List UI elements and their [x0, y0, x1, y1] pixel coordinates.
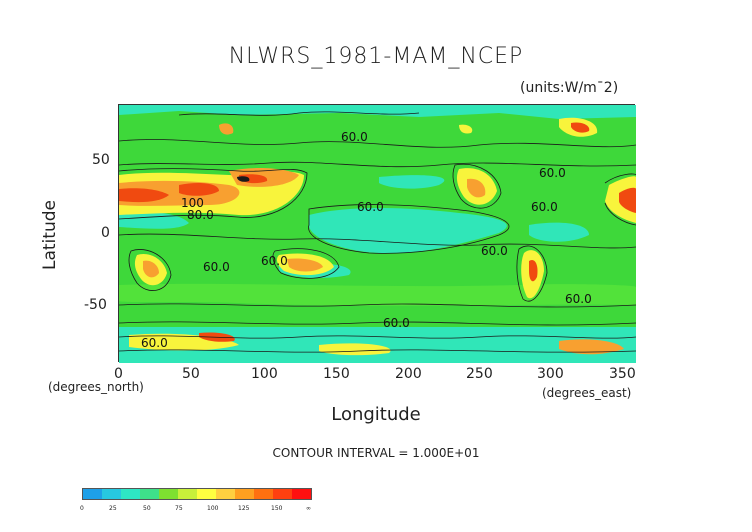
contour-interval-note: CONTOUR INTERVAL = 1.000E+01 — [272, 446, 480, 460]
x-tick: 50 — [182, 366, 200, 382]
mid-green-regions — [119, 283, 636, 306]
colorbar-tick: 125 — [238, 505, 250, 512]
y-tick: 0 — [101, 225, 110, 241]
cyan-regions — [119, 105, 636, 363]
x-tick: 100 — [251, 366, 278, 382]
contour-label: 80.0 — [187, 208, 214, 222]
colorbar-segment — [140, 489, 159, 499]
contour-label: 60.0 — [341, 130, 368, 144]
colorbar-tick: 50 — [143, 505, 151, 512]
colorbar-tick: 25 — [109, 505, 117, 512]
x-tick: 200 — [395, 366, 422, 382]
colorbar-segment — [83, 489, 102, 499]
colorbar — [82, 488, 312, 500]
colorbar-segment — [273, 489, 292, 499]
warm-regions — [119, 117, 636, 356]
x-unit-label: (degrees_east) — [542, 386, 632, 400]
colorbar-tick: 0 — [80, 505, 84, 512]
x-tick: 250 — [466, 366, 493, 382]
x-tick: 0 — [114, 366, 123, 382]
colorbar-segment — [102, 489, 121, 499]
colorbar-segment — [254, 489, 273, 499]
contour-label: 60.0 — [531, 200, 558, 214]
contour-label: 60.0 — [565, 292, 592, 306]
contour-lines — [118, 111, 637, 353]
colorbar-segment — [197, 489, 216, 499]
contour-label: 100 — [181, 196, 204, 210]
contour-label: 60.0 — [357, 200, 384, 214]
colorbar-segment — [159, 489, 178, 499]
y-unit-label: (degrees_north) — [48, 380, 144, 394]
colorbar-segment — [216, 489, 235, 499]
colorbar-tick: 100 — [207, 505, 219, 512]
x-tick: 150 — [323, 366, 350, 382]
y-axis-label: Latitude — [40, 200, 60, 270]
contour-label: 60.0 — [261, 254, 288, 268]
contour-label: 60.0 — [141, 336, 168, 350]
contour-field: 60.0 60.0 60.0 60.0 60.0 60.0 60.0 60.0 … — [118, 105, 637, 363]
map-plot: 60.0 60.0 60.0 60.0 60.0 60.0 60.0 60.0 … — [118, 104, 637, 363]
y-tick: -50 — [84, 297, 107, 313]
colorbar-segment — [178, 489, 197, 499]
colorbar-segment — [235, 489, 254, 499]
contour-label: 60.0 — [539, 166, 566, 180]
contour-label: 60.0 — [481, 244, 508, 258]
contour-label: 60.0 — [383, 316, 410, 330]
contour-label: 60.0 — [203, 260, 230, 274]
units-label: (units:W/m¯2) — [520, 80, 619, 96]
dark-contour-cluster — [237, 176, 250, 182]
colorbar-tick: 150 — [271, 505, 283, 512]
x-tick: 350 — [609, 366, 636, 382]
y-tick: 50 — [92, 152, 110, 168]
x-tick: 300 — [537, 366, 564, 382]
map-title: NLWRS_1981-MAM_NCEP — [228, 44, 524, 69]
colorbar-segment — [292, 489, 311, 499]
colorbar-tick: 75 — [175, 505, 183, 512]
colorbar-tick: ∞ — [306, 505, 311, 512]
x-axis-label: Longitude — [331, 404, 421, 425]
contour-labels: 60.0 60.0 60.0 60.0 60.0 60.0 60.0 60.0 … — [141, 130, 592, 350]
colorbar-segment — [121, 489, 140, 499]
